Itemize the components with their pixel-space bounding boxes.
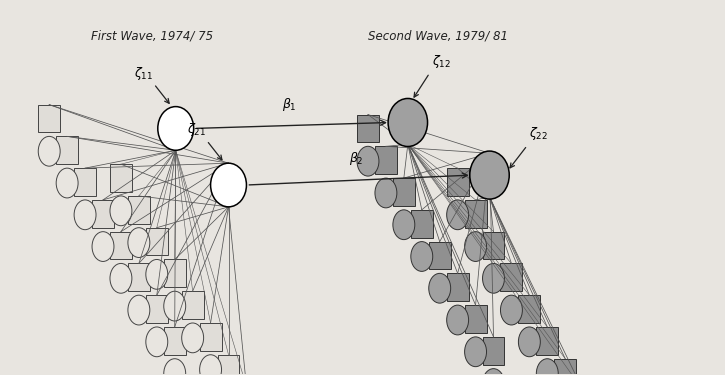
- Text: Second Wave, 1979/ 81: Second Wave, 1979/ 81: [368, 29, 508, 42]
- Text: $\zeta_{22}$: $\zeta_{22}$: [529, 125, 548, 142]
- Ellipse shape: [428, 273, 451, 303]
- Bar: [483, 337, 505, 364]
- Ellipse shape: [465, 232, 486, 261]
- Bar: [110, 164, 132, 192]
- Bar: [74, 168, 96, 196]
- Ellipse shape: [357, 146, 379, 176]
- Ellipse shape: [128, 295, 150, 325]
- Bar: [447, 168, 468, 196]
- Bar: [500, 263, 523, 291]
- Bar: [164, 260, 186, 287]
- Text: $\zeta_{11}$: $\zeta_{11}$: [134, 65, 153, 82]
- Ellipse shape: [447, 305, 468, 335]
- Bar: [164, 327, 186, 355]
- Bar: [218, 355, 239, 375]
- Bar: [483, 232, 505, 260]
- Text: $\beta_1$: $\beta_1$: [282, 96, 297, 112]
- Bar: [110, 232, 132, 260]
- Bar: [146, 295, 167, 323]
- Bar: [128, 196, 150, 224]
- Ellipse shape: [388, 99, 428, 147]
- Ellipse shape: [470, 151, 509, 199]
- Ellipse shape: [483, 369, 505, 375]
- Bar: [38, 105, 60, 132]
- Bar: [554, 359, 576, 375]
- Bar: [146, 228, 167, 255]
- Ellipse shape: [164, 291, 186, 321]
- Text: $\beta_2$: $\beta_2$: [349, 150, 364, 167]
- Ellipse shape: [210, 163, 246, 207]
- Ellipse shape: [393, 210, 415, 240]
- Text: First Wave, 1974/ 75: First Wave, 1974/ 75: [91, 29, 213, 42]
- Ellipse shape: [518, 327, 540, 357]
- Text: $\zeta_{21}$: $\zeta_{21}$: [186, 122, 206, 138]
- Bar: [536, 327, 558, 355]
- Bar: [447, 273, 468, 301]
- Ellipse shape: [110, 263, 132, 293]
- Text: $\zeta_{12}$: $\zeta_{12}$: [431, 53, 451, 70]
- Ellipse shape: [375, 178, 397, 208]
- Bar: [465, 305, 486, 333]
- Ellipse shape: [536, 359, 558, 375]
- Ellipse shape: [92, 232, 114, 261]
- Ellipse shape: [56, 168, 78, 198]
- Bar: [92, 200, 114, 228]
- Bar: [375, 146, 397, 174]
- Ellipse shape: [447, 200, 468, 230]
- Bar: [182, 291, 204, 319]
- Ellipse shape: [146, 327, 167, 357]
- Bar: [393, 178, 415, 206]
- Ellipse shape: [74, 200, 96, 230]
- Ellipse shape: [483, 263, 505, 293]
- Ellipse shape: [465, 337, 486, 367]
- Ellipse shape: [146, 260, 167, 289]
- Ellipse shape: [411, 242, 433, 272]
- Bar: [465, 200, 486, 228]
- Bar: [518, 295, 540, 323]
- Ellipse shape: [182, 323, 204, 353]
- Ellipse shape: [199, 355, 222, 375]
- Ellipse shape: [500, 295, 523, 325]
- Bar: [411, 210, 433, 238]
- Bar: [357, 114, 379, 142]
- Ellipse shape: [164, 359, 186, 375]
- Bar: [56, 136, 78, 164]
- Ellipse shape: [158, 106, 194, 150]
- Bar: [199, 323, 222, 351]
- Ellipse shape: [128, 228, 150, 258]
- Ellipse shape: [110, 196, 132, 226]
- Ellipse shape: [38, 136, 60, 166]
- Bar: [428, 242, 451, 269]
- Bar: [128, 263, 150, 291]
